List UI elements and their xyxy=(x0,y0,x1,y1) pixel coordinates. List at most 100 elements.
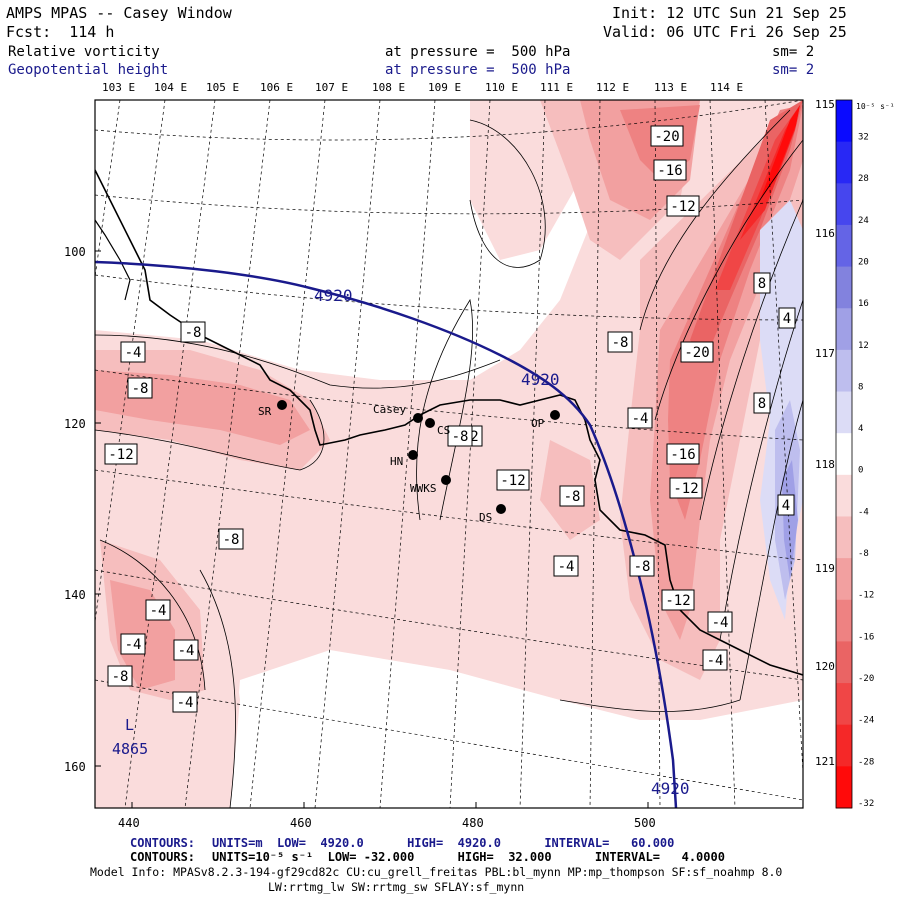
vorticity-label: 4 xyxy=(777,494,795,516)
vorticity-label: -8 xyxy=(447,425,473,447)
longitude-top-label: 111 E xyxy=(540,81,573,94)
vorticity-label: -4 xyxy=(145,599,171,621)
colorbar-label: 32 xyxy=(858,133,869,143)
x-tick-label: 500 xyxy=(634,816,656,830)
field1-level: at pressure = 500 hPa xyxy=(385,44,571,60)
svg-text:-12: -12 xyxy=(500,473,525,489)
svg-text:-8: -8 xyxy=(185,325,202,341)
longitude-top-label: 107 E xyxy=(315,81,348,94)
longitude-top-label: 103 E xyxy=(102,81,135,94)
colorbar-swatch xyxy=(836,391,852,434)
y-tick-label: 140 xyxy=(64,588,86,602)
colorbar-swatch xyxy=(836,683,852,726)
y-tick-label: 160 xyxy=(64,760,86,774)
vorticity-label: -8 xyxy=(127,377,153,399)
colorbar-swatch xyxy=(836,641,852,684)
field2-name: Geopotential height xyxy=(8,62,169,78)
graticule xyxy=(95,100,803,808)
longitude-top-label: 110 E xyxy=(485,81,518,94)
vorticity-label: -12 xyxy=(104,443,138,465)
longitude-top-label: 105 E xyxy=(206,81,239,94)
vorticity-label: -4 xyxy=(120,633,146,655)
svg-text:-4: -4 xyxy=(712,615,729,631)
vorticity-label: -4 xyxy=(120,341,146,363)
forecast-hour: Fcst: 114 h xyxy=(6,23,115,41)
height-contour-labels: 4920 4920 4920 xyxy=(314,286,690,798)
colorbar-label: -32 xyxy=(858,799,874,809)
valid-time: Valid: 06 UTC Fri 26 Sep 25 xyxy=(603,23,847,41)
axis-ticks xyxy=(95,250,649,808)
colorbar-swatch xyxy=(836,558,852,601)
vorticity-label: -12 xyxy=(669,477,703,499)
coastline-west xyxy=(95,219,131,301)
y-tick-label: 120 xyxy=(64,417,86,431)
svg-text:8: 8 xyxy=(758,276,766,292)
svg-text:-16: -16 xyxy=(657,163,682,179)
colorbar-swatch xyxy=(836,766,852,809)
vorticity-label: -8 xyxy=(180,321,206,343)
svg-text:-4: -4 xyxy=(707,653,724,669)
init-time: Init: 12 UTC Sun 21 Sep 25 xyxy=(612,4,847,22)
vorticity-label: 4 xyxy=(778,307,796,329)
svg-text:4: 4 xyxy=(782,498,790,514)
svg-text:-4: -4 xyxy=(558,559,575,575)
vorticity-label: -4 xyxy=(172,691,198,713)
axis-labels: 100 120 140 160 440 460 480 500 xyxy=(64,245,656,830)
colorbar-swatch xyxy=(836,349,852,393)
x-tick-label: 440 xyxy=(118,816,140,830)
svg-text:-4: -4 xyxy=(178,643,195,659)
model-info: Model Info: MPASv8.2.3-194-gf29cd82c CU:… xyxy=(90,865,783,879)
contour-lines xyxy=(95,109,803,808)
svg-text:-4: -4 xyxy=(125,637,142,653)
vorticity-label: -8 xyxy=(218,528,244,550)
vorticity-contour-labels: -20 -16 -12 -8 -20 -4 -16 -12 -8 -12 -4 -8 -4 -8 -12 -8… xyxy=(104,125,796,713)
model-info-2: LW:rrtmg_lw SW:rrtmg_sw SFLAY:sf_mynn xyxy=(268,880,525,894)
vorticity-label: -4 xyxy=(627,407,653,429)
svg-text:DS: DS xyxy=(479,511,492,524)
chart-title: AMPS MPAS -- Casey Window xyxy=(6,4,232,22)
svg-text:-8: -8 xyxy=(452,429,469,445)
vorticity-label: 8 xyxy=(753,392,771,414)
x-tick-label: 460 xyxy=(290,816,312,830)
height-contour-4920 xyxy=(95,260,678,808)
svg-text:-8: -8 xyxy=(132,381,149,397)
vorticity-label: -20 xyxy=(680,341,714,363)
colorbar-label: -24 xyxy=(858,716,874,726)
svg-text:-12: -12 xyxy=(108,447,133,463)
colorbar-swatch xyxy=(836,141,852,184)
svg-text:-8: -8 xyxy=(612,335,629,351)
colorbar-label: 0 xyxy=(858,466,863,476)
longitude-top-label: 113 E xyxy=(654,81,687,94)
svg-text:OP: OP xyxy=(531,417,545,430)
svg-text:8: 8 xyxy=(758,396,766,412)
vorticity-label: -16 xyxy=(666,443,700,465)
colorbar-swatch xyxy=(836,308,852,351)
vorticity-label: -8 xyxy=(607,331,633,353)
footer-contours1-label: CONTOURS: xyxy=(130,836,196,850)
longitude-top-label: 104 E xyxy=(154,81,187,94)
longitude-top-label: 108 E xyxy=(372,81,405,94)
svg-text:WWKS: WWKS xyxy=(410,482,437,495)
station-cs: CS xyxy=(425,418,450,437)
field1-smoothing: sm= 2 xyxy=(772,44,815,60)
svg-text:Casey: Casey xyxy=(373,403,406,416)
field2-smoothing: sm= 2 xyxy=(772,62,815,78)
station-op: OP xyxy=(531,410,560,430)
colorbar-label: 4 xyxy=(858,424,863,434)
colorbar-label: 20 xyxy=(858,258,869,268)
field1-name: Relative vorticity xyxy=(8,44,160,60)
footer-contours1: UNITS=m LOW= 4920.0 HIGH= 4920.0 INTERVA… xyxy=(212,836,675,850)
longitude-top-label: 112 E xyxy=(596,81,629,94)
station-ds: DS xyxy=(479,504,506,524)
vorticity-label: -4 xyxy=(707,611,733,633)
svg-text:-8: -8 xyxy=(112,669,129,685)
svg-text:-12: -12 xyxy=(665,593,690,609)
colorbar-swatch xyxy=(836,224,852,268)
station-hn: HN xyxy=(390,450,418,468)
svg-text:-4: -4 xyxy=(150,603,167,619)
svg-text:-4: -4 xyxy=(632,411,649,427)
station-casey: Casey xyxy=(373,403,423,423)
svg-text:CS: CS xyxy=(437,424,450,437)
longitude-top-label: 106 E xyxy=(260,81,293,94)
